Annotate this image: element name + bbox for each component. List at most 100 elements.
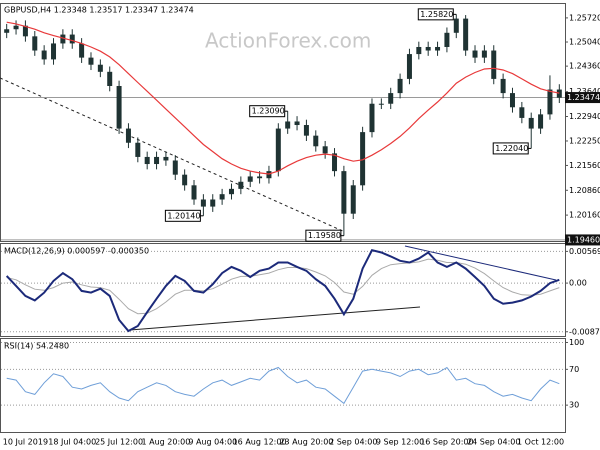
x-tick-label: 10 Jul 2019 [3,438,48,447]
candle-body [341,171,347,214]
y-tick-label: 0.005694 [569,247,600,256]
annotation-label: 1.19580 [308,231,341,240]
candle-body [322,146,328,154]
y-tick-label: 1.22940 [569,112,600,121]
candle-body [32,36,38,51]
candle-body [472,50,478,58]
rsi-line [6,366,560,405]
candle-body [60,34,66,44]
x-tick-label: 24 Sep 04:00 [467,438,520,447]
candle-body [350,185,356,214]
candle-body [69,34,75,44]
candle-body [107,71,113,86]
candle-body [425,46,431,51]
candle-body [238,181,244,189]
price-marker-label: 1.23474 [567,93,600,102]
trendline [129,306,421,331]
candle-body [491,50,497,79]
candle-body [247,176,253,182]
rsi-frame [0,338,566,433]
candle-body [453,18,459,33]
candle-body [500,78,506,94]
candle-body [219,194,225,200]
x-tick-label: 1 Oct 12:00 [517,438,564,447]
x-tick-label: 23 Aug 20:00 [279,438,333,447]
candle-body [332,153,338,172]
annotation-label: 1.22040 [495,144,528,153]
candle-body [519,107,525,118]
x-tick-label: 1 Aug 20:00 [141,438,190,447]
annotation-label: 1.25820 [420,10,453,19]
y-tick-label: 1.22250 [569,136,600,145]
y-tick-label: 100 [569,338,584,347]
candle-body [88,57,94,65]
candle-body [210,199,216,207]
candle-body [97,64,103,72]
y-tick-label: 70 [569,365,579,374]
candle-body [163,156,169,161]
price-marker-label: 1.19460 [567,235,600,244]
candle-body [397,78,403,94]
candle-body [266,171,272,179]
candle-body [538,114,544,129]
candle-body [406,54,412,79]
candle-body [444,32,450,47]
candle-body [294,121,300,126]
x-tick-label: 25 Jul 12:00 [95,438,143,447]
macd-frame [0,243,566,337]
candle-body [125,128,131,143]
y-tick-label: 1.25720 [569,13,600,22]
x-tick-label: 16 Sep 20:00 [420,438,473,447]
candle-body [285,121,291,129]
x-tick-label: 9 Sep 12:00 [376,438,424,447]
x-tick-label: 18 Jul 04:00 [48,438,96,447]
y-tick-label: 0.00 [569,279,587,288]
candle-body [182,174,188,186]
price-marker-box [565,234,600,246]
y-tick-label: 1.24360 [569,62,600,71]
annotation-box [249,105,286,118]
x-tick-label: 9 Aug 04:00 [188,438,237,447]
annotation-label: 1.20140 [167,211,200,220]
candle-body [556,89,562,98]
x-tick-label: 16 Aug 12:00 [233,438,287,447]
candle-body [172,160,178,175]
candle-body [547,89,553,115]
y-tick-label: 30 [569,401,579,410]
annotation-box [417,8,454,21]
candle-body [303,125,309,136]
candle-body [13,25,19,30]
candle-body [463,18,469,51]
candle-body [275,128,281,172]
candle-body [369,103,375,133]
candle-body [416,46,422,55]
macd-line [5,249,560,333]
price-title: GBPUSD,H4 1.23348 1.23517 1.23347 1.2347… [4,6,194,15]
candle-body [313,135,319,147]
candle-body [509,93,515,108]
candle-body [481,50,487,58]
candle-body [4,29,10,33]
candle-body [79,43,85,58]
candle-body [116,85,122,129]
y-tick-label: 1.20160 [569,211,600,220]
candle-body [528,117,534,129]
candle-body [22,25,28,37]
candle-body [228,188,234,195]
y-tick-label: -0.008737 [569,327,600,336]
moving-average [6,21,560,175]
annotation-box [164,209,201,222]
rsi-title: RSI(14) 54.2480 [4,342,69,351]
annotation-box [492,142,529,155]
candle-body [257,176,263,179]
annotation-label: 1.23090 [252,107,285,116]
candle-body [191,185,197,200]
candle-body [435,46,441,51]
candle-body [41,50,47,60]
candle-body [388,93,394,104]
y-tick-label: 1.25040 [569,38,600,47]
signal-line [6,258,560,315]
candle-body [154,156,160,165]
annotation-box [305,229,342,242]
